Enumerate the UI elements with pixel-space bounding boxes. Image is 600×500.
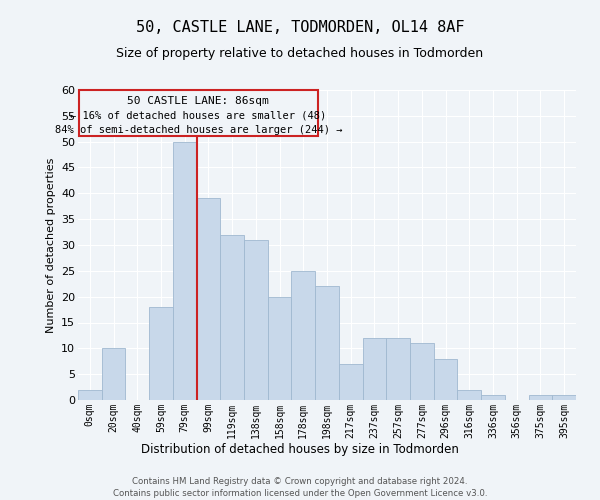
Bar: [102, 348, 125, 400]
Bar: [481, 395, 505, 400]
Text: 84% of semi-detached houses are larger (244) →: 84% of semi-detached houses are larger (…: [55, 126, 342, 136]
Bar: [244, 240, 268, 400]
Bar: [410, 343, 434, 400]
Bar: [457, 390, 481, 400]
Bar: [292, 271, 315, 400]
Text: 50 CASTLE LANE: 86sqm: 50 CASTLE LANE: 86sqm: [127, 96, 269, 106]
Text: ← 16% of detached houses are smaller (48): ← 16% of detached houses are smaller (48…: [70, 111, 326, 121]
Bar: [552, 395, 576, 400]
Text: Distribution of detached houses by size in Todmorden: Distribution of detached houses by size …: [141, 442, 459, 456]
Bar: [339, 364, 362, 400]
Bar: [434, 358, 457, 400]
Bar: [197, 198, 220, 400]
Text: Size of property relative to detached houses in Todmorden: Size of property relative to detached ho…: [116, 48, 484, 60]
Text: Contains HM Land Registry data © Crown copyright and database right 2024.: Contains HM Land Registry data © Crown c…: [132, 478, 468, 486]
Bar: [315, 286, 339, 400]
Bar: [529, 395, 552, 400]
Bar: [173, 142, 197, 400]
FancyBboxPatch shape: [79, 90, 317, 136]
Bar: [78, 390, 102, 400]
Bar: [149, 307, 173, 400]
Bar: [268, 296, 292, 400]
Bar: [362, 338, 386, 400]
Text: Contains public sector information licensed under the Open Government Licence v3: Contains public sector information licen…: [113, 489, 487, 498]
Bar: [386, 338, 410, 400]
Bar: [220, 234, 244, 400]
Text: 50, CASTLE LANE, TODMORDEN, OL14 8AF: 50, CASTLE LANE, TODMORDEN, OL14 8AF: [136, 20, 464, 35]
Y-axis label: Number of detached properties: Number of detached properties: [46, 158, 56, 332]
